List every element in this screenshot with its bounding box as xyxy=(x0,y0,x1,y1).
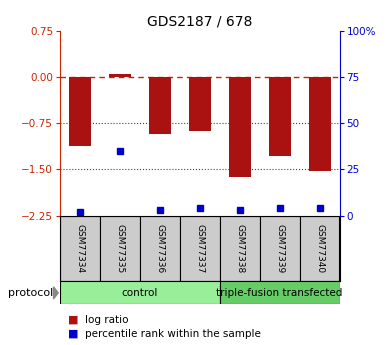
Bar xyxy=(60,216,100,281)
Bar xyxy=(69,77,91,146)
Bar xyxy=(60,281,220,304)
Bar xyxy=(149,77,171,134)
Bar xyxy=(220,216,260,281)
Bar xyxy=(180,216,220,281)
Text: GSM77334: GSM77334 xyxy=(76,224,85,273)
Bar xyxy=(100,216,140,281)
Bar xyxy=(220,281,340,304)
Text: log ratio: log ratio xyxy=(85,315,129,325)
Bar xyxy=(109,74,131,77)
Text: GSM77340: GSM77340 xyxy=(315,224,324,273)
Bar xyxy=(260,216,300,281)
Bar xyxy=(308,77,331,171)
Text: percentile rank within the sample: percentile rank within the sample xyxy=(85,329,261,338)
Text: GSM77339: GSM77339 xyxy=(275,224,284,273)
Text: triple-fusion transfected: triple-fusion transfected xyxy=(217,288,343,298)
Text: control: control xyxy=(122,288,158,298)
Text: ■: ■ xyxy=(68,315,78,325)
Text: ■: ■ xyxy=(68,329,78,338)
Text: GSM77336: GSM77336 xyxy=(156,224,165,273)
Text: GSM77337: GSM77337 xyxy=(195,224,204,273)
Bar xyxy=(140,216,180,281)
Bar xyxy=(229,77,251,177)
Text: GSM77335: GSM77335 xyxy=(116,224,125,273)
Bar xyxy=(268,77,291,156)
Title: GDS2187 / 678: GDS2187 / 678 xyxy=(147,14,253,29)
Bar xyxy=(189,77,211,131)
Text: protocol: protocol xyxy=(8,288,53,298)
Bar xyxy=(300,216,340,281)
Text: GSM77338: GSM77338 xyxy=(235,224,244,273)
